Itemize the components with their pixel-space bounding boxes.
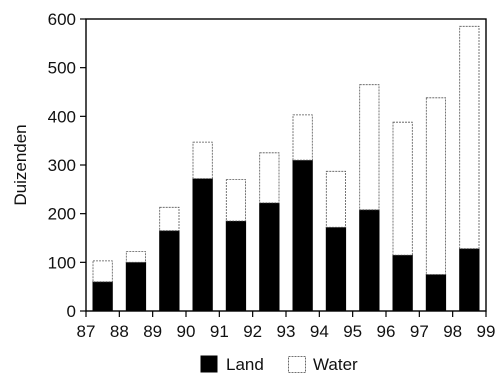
bar-water-11 xyxy=(459,25,480,250)
x-tick-label-11: 98 xyxy=(443,322,462,341)
x-tick-label-4: 91 xyxy=(210,322,229,341)
axes-group: 0 100 200 300 400 500 600 87 88 89 90 91 92 93 94 95 96 9… xyxy=(48,10,496,341)
bar-land-9 xyxy=(392,254,413,312)
y-tick-label-6: 600 xyxy=(48,10,76,29)
legend-label-water: Water xyxy=(313,355,358,374)
y-axis-title: Duizenden xyxy=(11,124,30,205)
x-tick-label-9: 96 xyxy=(377,322,396,341)
x-tick-label-6: 93 xyxy=(277,322,296,341)
legend-swatch-land xyxy=(200,355,218,373)
y-tick-label-1: 100 xyxy=(48,253,76,272)
bars-group xyxy=(92,25,480,312)
bar-water-5 xyxy=(259,152,280,204)
y-tick-label-0: 0 xyxy=(67,302,76,321)
bar-water-0 xyxy=(92,260,113,283)
bar-land-0 xyxy=(92,281,113,312)
bar-land-2 xyxy=(159,230,180,312)
legend: Land Water xyxy=(200,355,358,374)
bar-water-10 xyxy=(425,97,446,275)
bar-land-8 xyxy=(359,209,380,312)
x-tick-label-0: 87 xyxy=(77,322,96,341)
y-tick-label-3: 300 xyxy=(48,156,76,175)
bar-land-1 xyxy=(125,261,147,312)
bar-water-3 xyxy=(192,141,213,180)
x-tick-label-5: 92 xyxy=(243,322,262,341)
bar-water-4 xyxy=(225,179,247,222)
x-tick-label-8: 95 xyxy=(343,322,362,341)
bar-land-6 xyxy=(292,159,313,312)
bar-water-7 xyxy=(325,170,346,228)
x-tick-label-3: 90 xyxy=(177,322,196,341)
x-tick-label-7: 94 xyxy=(310,322,329,341)
bar-water-9 xyxy=(392,121,413,256)
legend-swatch-water xyxy=(288,356,306,373)
y-tick-label-5: 500 xyxy=(48,59,76,78)
bar-water-1 xyxy=(125,251,147,263)
x-tick-label-10: 97 xyxy=(410,322,429,341)
bar-land-4 xyxy=(225,220,247,312)
x-tick-label-1: 88 xyxy=(110,322,129,341)
bar-water-8 xyxy=(359,84,380,211)
y-tick-label-2: 200 xyxy=(48,205,76,224)
x-tick-label-12: 99 xyxy=(477,322,496,341)
bar-land-7 xyxy=(325,226,347,312)
x-tick-label-2: 89 xyxy=(143,322,162,341)
y-tick-label-4: 400 xyxy=(48,107,76,126)
bar-water-2 xyxy=(159,206,180,232)
bar-land-5 xyxy=(259,202,280,312)
bar-land-10 xyxy=(425,274,447,312)
bar-water-6 xyxy=(292,114,313,161)
bar-land-3 xyxy=(192,178,213,312)
bar-land-11 xyxy=(459,248,480,312)
legend-label-land: Land xyxy=(226,355,264,374)
